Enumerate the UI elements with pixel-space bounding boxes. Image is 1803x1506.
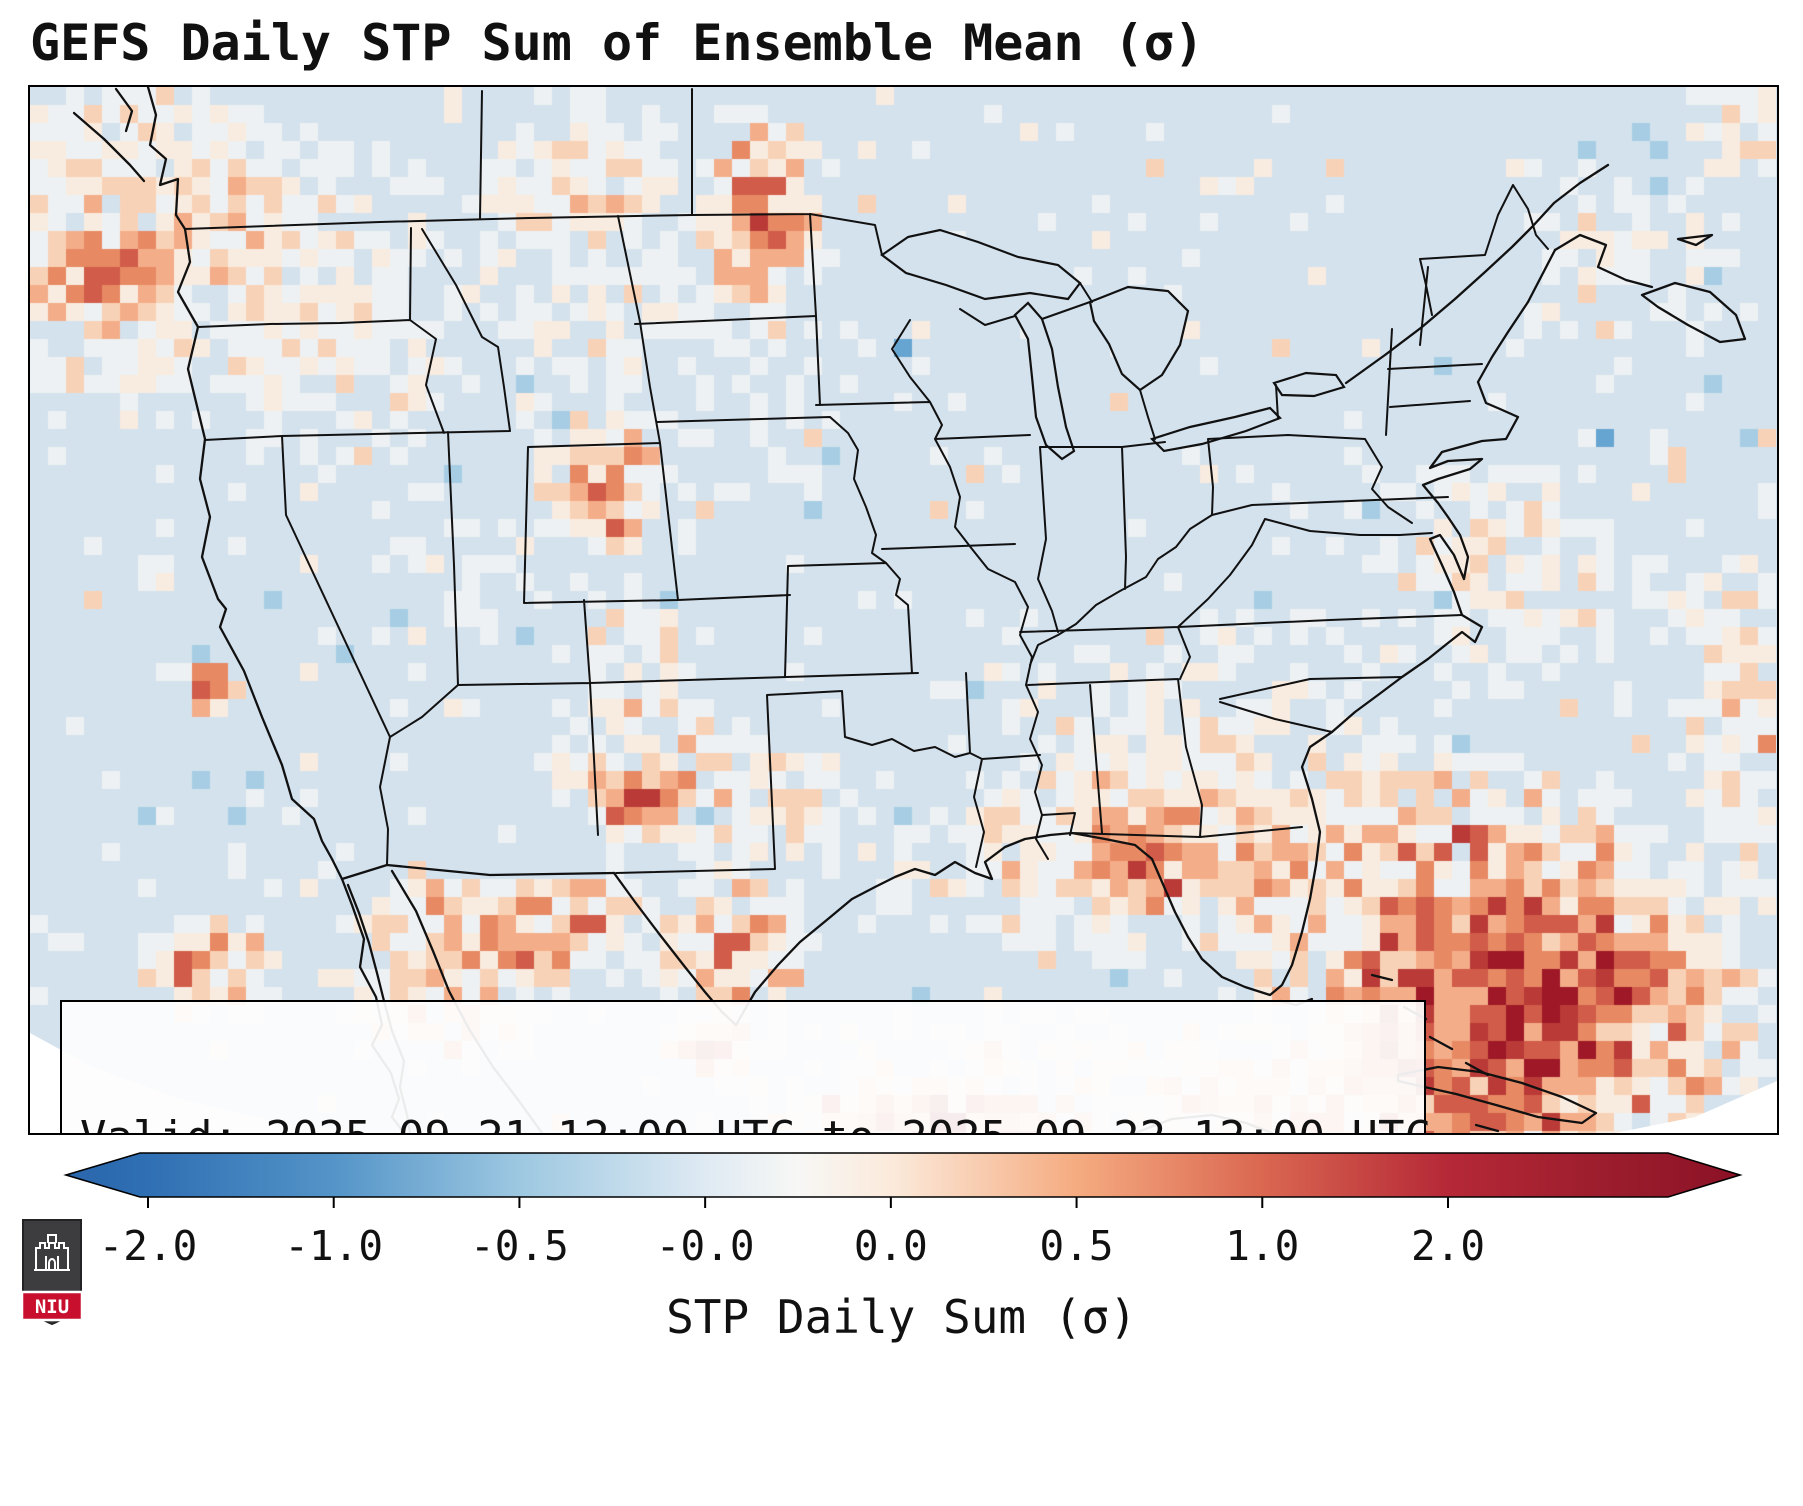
maritime-coastline xyxy=(1553,233,1654,289)
state-borders-west xyxy=(197,215,919,866)
isle-of-youth xyxy=(1474,1123,1500,1133)
castle-icon xyxy=(34,1234,70,1271)
prince-edward-island xyxy=(1676,233,1714,247)
colorbar-tick-labels: -2.0 -1.0 -0.5 -0.0 0.0 0.5 1.0 2.0 xyxy=(28,1222,1775,1274)
bc-coastline xyxy=(114,87,134,133)
northeast-coastline xyxy=(1421,248,1557,617)
canadian-province-borders xyxy=(479,88,693,219)
valid-text: Valid: 2025-09-21 12:00 UTC to 2025-09-2… xyxy=(80,1112,1431,1133)
colorbar-tick-label: -0.0 xyxy=(655,1222,755,1270)
colorbar-tickmarks xyxy=(147,1197,1449,1208)
niu-logo-text: NIU xyxy=(35,1296,69,1318)
colorbar-tick-label: 0.0 xyxy=(853,1222,928,1270)
st-lawrence-river xyxy=(1344,225,1534,385)
niu-logo: NIU xyxy=(20,1219,84,1326)
colorbar-tick-label: 0.5 xyxy=(1039,1222,1114,1270)
canada-border xyxy=(184,213,883,256)
nova-scotia xyxy=(1640,281,1747,344)
lake-huron xyxy=(1088,285,1190,392)
colorbar-tick-label: -2.0 xyxy=(98,1222,198,1270)
pacific-coastline xyxy=(146,87,406,1133)
colorbar-tick-label: 1.0 xyxy=(1225,1222,1300,1270)
lake-superior xyxy=(880,228,1082,301)
colorbar-tick-label: -0.5 xyxy=(470,1222,569,1270)
vancouver-island xyxy=(72,111,146,183)
projection-edge-wedge xyxy=(1615,1081,1777,1133)
state-borders-east xyxy=(1019,184,1549,838)
lake-ontario xyxy=(1272,371,1346,398)
valid-run-box: Valid: 2025-09-21 12:00 UTC to 2025-09-2… xyxy=(60,1000,1431,1133)
us-mexico-border xyxy=(340,863,616,881)
colorbar xyxy=(63,1152,1743,1208)
colorbar-label: STP Daily Sum (σ) xyxy=(666,1290,1137,1344)
figure-title: GEFS Daily STP Sum of Ensemble Mean (σ) xyxy=(30,14,1204,72)
colorbar-tick-label: 2.0 xyxy=(1410,1222,1486,1270)
gulf-atlantic-coastline xyxy=(734,613,1484,1027)
lake-erie xyxy=(1149,406,1282,453)
basemap xyxy=(30,87,1777,1133)
state-borders-plains xyxy=(615,213,1041,874)
map-panel: Valid: 2025-09-21 12:00 UTC to 2025-09-2… xyxy=(28,85,1779,1135)
colorbar-bar xyxy=(63,1152,1743,1198)
state-borders-midwest xyxy=(815,282,1279,860)
colorbar-tick-label: -1.0 xyxy=(284,1222,384,1270)
quebec-coastline xyxy=(1530,163,1610,229)
logo-band xyxy=(20,1290,84,1322)
